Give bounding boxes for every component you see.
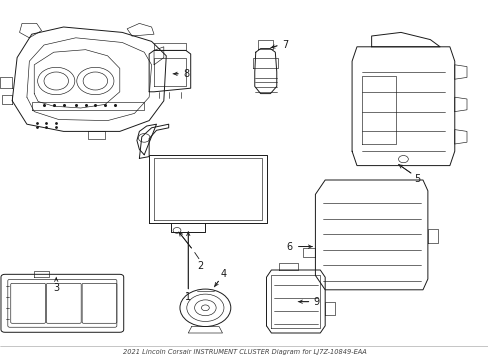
Text: 8: 8: [183, 69, 189, 79]
Text: 1: 1: [185, 292, 191, 302]
Text: 2: 2: [197, 261, 203, 271]
Text: 2021 Lincoln Corsair INSTRUMENT CLUSTER Diagram for LJ7Z-10849-EAA: 2021 Lincoln Corsair INSTRUMENT CLUSTER …: [122, 349, 366, 355]
Text: 3: 3: [53, 283, 59, 293]
Text: 9: 9: [313, 297, 319, 307]
Text: 4: 4: [221, 269, 226, 279]
Text: 6: 6: [286, 242, 292, 252]
Text: 5: 5: [414, 174, 420, 184]
Text: 7: 7: [282, 40, 287, 50]
